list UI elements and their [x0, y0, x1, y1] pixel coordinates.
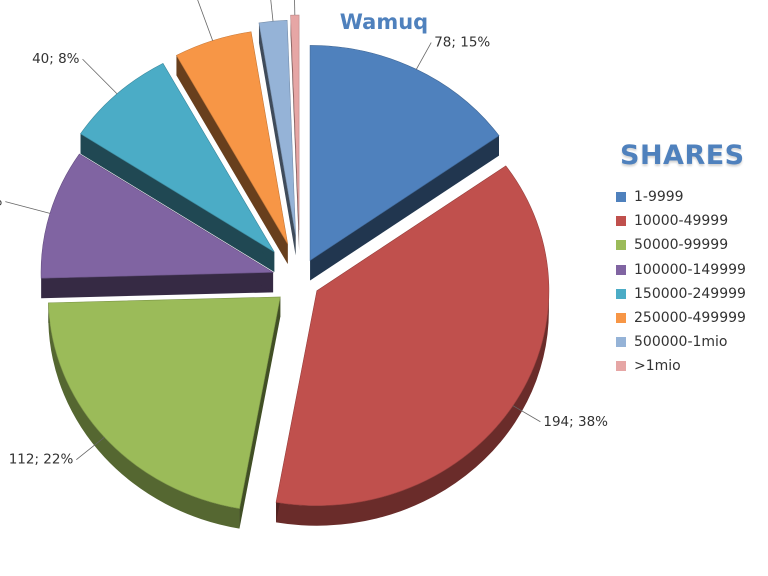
- pie-slice-face-2-0: [239, 296, 281, 529]
- leader-line-7: [294, 0, 296, 16]
- legend: SHARES 1-9999 10000-49999 50000-99999 10000…: [616, 140, 766, 379]
- legend-item-1-9999: 1-9999: [616, 185, 766, 209]
- legend-swatch: [616, 337, 626, 348]
- leader-line-6: [270, 0, 274, 22]
- data-label-0: 78; 15%: [434, 35, 490, 51]
- legend-item-10000-49999: 10000-49999: [616, 209, 766, 233]
- pie-slice-side-0: [310, 135, 500, 281]
- data-label-2: 112; 22%: [9, 452, 74, 468]
- data-label-3: 50; 10%: [0, 194, 2, 210]
- leader-line-0: [415, 42, 432, 70]
- leader-line-5: [197, 0, 214, 41]
- leader-line-3: [5, 201, 51, 214]
- data-labels: 78; 15%194; 38%112; 22%50; 10%40; 8%28; …: [0, 0, 608, 468]
- legend-swatch: [616, 192, 626, 203]
- legend-items: 1-9999 10000-49999 50000-99999 100000-14999…: [616, 185, 766, 379]
- pie-slices: [40, 14, 550, 529]
- leader-line-1: [512, 405, 541, 423]
- data-label-1: 194; 38%: [543, 414, 608, 430]
- legend-label: 1-9999: [634, 189, 684, 206]
- legend-label: 50000-99999: [634, 237, 729, 254]
- legend-item-250000-499999: 250000-499999: [616, 306, 766, 330]
- pie-slice->1mio: [290, 14, 300, 231]
- legend-label: 150000-249999: [634, 285, 746, 302]
- legend-label: 10000-49999: [634, 213, 729, 230]
- legend-label: 500000-1mio: [634, 334, 728, 351]
- legend-swatch: [616, 361, 626, 372]
- pie-slice-face-4-0: [80, 133, 275, 273]
- legend-swatch: [616, 264, 626, 275]
- legend-item-100000-149999: 100000-149999: [616, 258, 766, 282]
- legend-item-150000-249999: 150000-249999: [616, 282, 766, 306]
- legend-swatch: [616, 313, 626, 324]
- legend-label: 100000-149999: [634, 261, 746, 278]
- legend-swatch: [616, 240, 626, 251]
- legend-title: SHARES: [620, 140, 745, 171]
- leader-line-2: [76, 436, 105, 460]
- leader-line-4: [82, 58, 118, 95]
- data-label-4: 40; 8%: [32, 51, 80, 67]
- legend-item->1mio: >1mio: [616, 354, 766, 378]
- chart-title: Wamuq: [339, 10, 429, 34]
- pie-slice-face-0-1: [310, 135, 500, 281]
- legend-swatch: [616, 216, 626, 227]
- pie-slice-250000-499999: [176, 31, 289, 245]
- legend-swatch: [616, 288, 626, 299]
- pie-slice-10000-49999: [275, 165, 550, 506]
- pie-slice-face-5-0: [176, 55, 288, 265]
- legend-label: >1mio: [634, 358, 681, 375]
- pie-slice-150000-249999: [80, 62, 275, 253]
- pie-slice-50000-99999: [48, 296, 281, 509]
- pie-slice-face-3-0: [41, 272, 274, 299]
- pie-slice-1-9999: [309, 45, 500, 262]
- legend-item-500000-1mio: 500000-1mio: [616, 330, 766, 354]
- legend-label: 250000-499999: [634, 310, 746, 327]
- pie-slice-face-6-0: [258, 22, 296, 256]
- pie-slice-500000-1mio: [258, 20, 296, 236]
- legend-item-50000-99999: 50000-99999: [616, 233, 766, 257]
